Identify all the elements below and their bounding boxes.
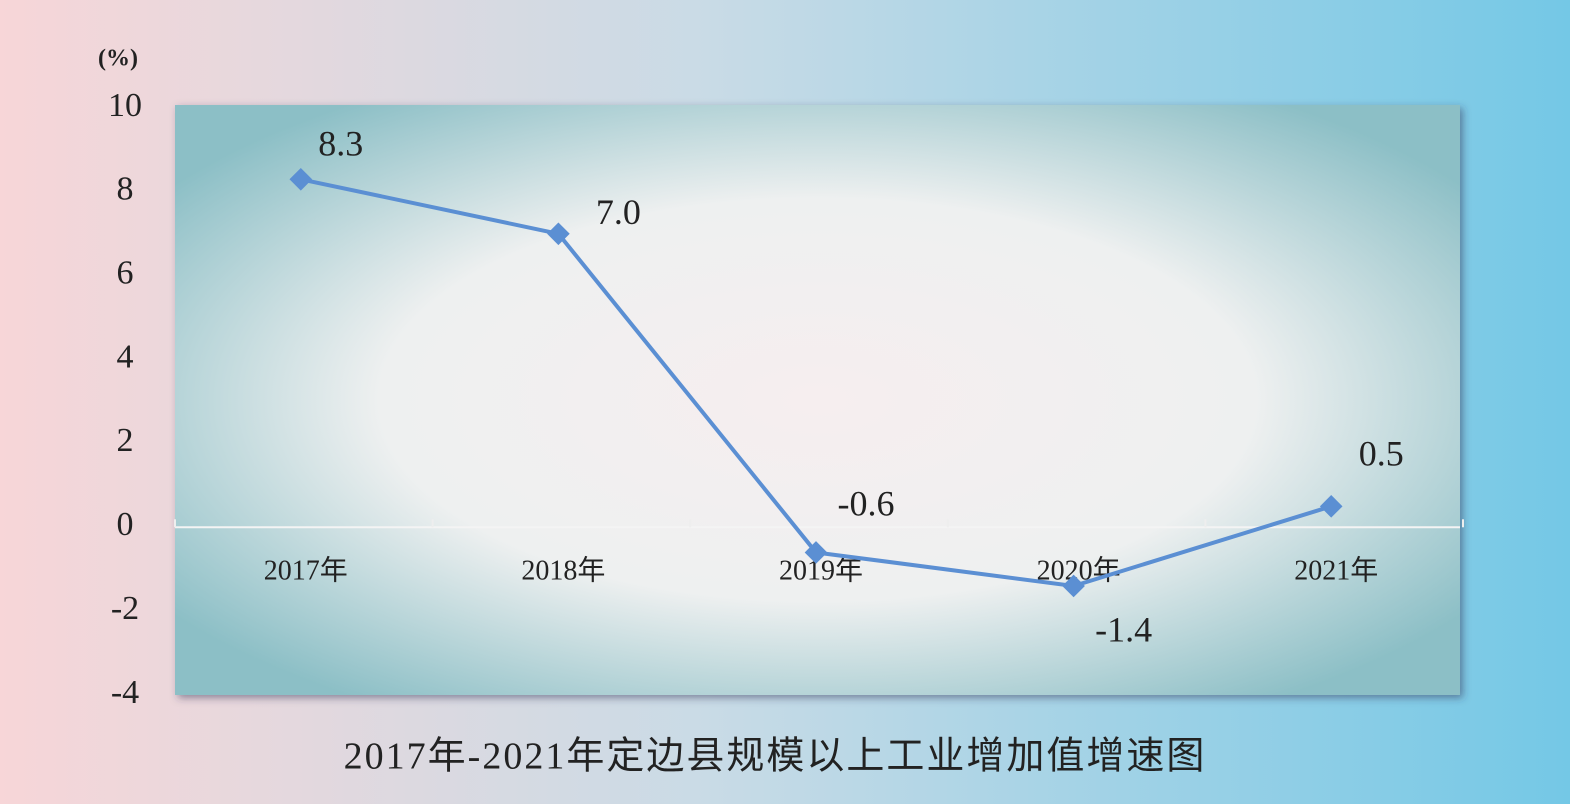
data-label: 0.5 (1359, 434, 1404, 474)
data-label: 8.3 (318, 124, 363, 164)
x-tick-label: 2019年 (779, 554, 863, 586)
y-axis-label: (%) (98, 46, 138, 72)
x-tick-label: 2017年 (264, 554, 348, 586)
y-tick-label: -2 (111, 590, 139, 627)
x-tick-label: 2018年 (521, 554, 605, 586)
y-tick-label: 6 (117, 255, 134, 292)
chart-title: 2017年-2021年定边县规模以上工业增加值增速图 (344, 736, 1207, 778)
y-tick-label: 2 (117, 422, 134, 459)
y-tick-label: 4 (117, 338, 134, 375)
plot-panel (175, 105, 1460, 695)
x-tick-label: 2021年 (1294, 554, 1378, 586)
y-tick-label: -4 (111, 674, 139, 711)
y-tick-label: 8 (117, 171, 134, 208)
data-point (1062, 574, 1085, 598)
data-label: -1.4 (1095, 609, 1152, 649)
data-point (804, 541, 828, 564)
data-label: -0.6 (838, 484, 895, 524)
y-tick-label: 10 (108, 87, 142, 124)
y-tick-label: 0 (117, 506, 134, 543)
data-label: 7.0 (596, 192, 641, 232)
